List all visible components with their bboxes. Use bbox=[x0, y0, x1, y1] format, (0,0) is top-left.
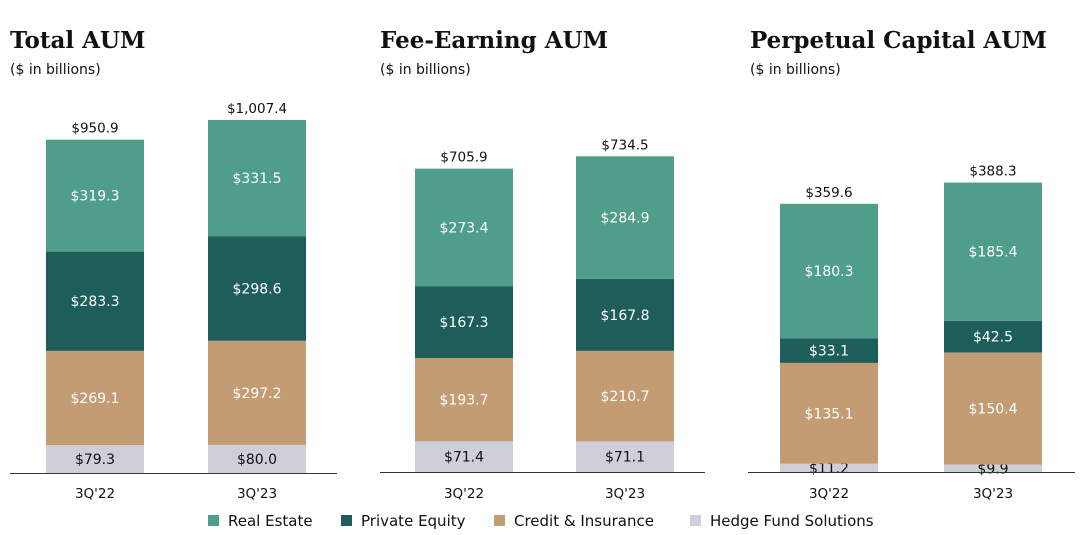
bar-segment-private-equity bbox=[46, 251, 144, 351]
chart-subtitle: ($ in billions) bbox=[750, 62, 841, 78]
bar-segment-hedge-fund-solutions bbox=[944, 464, 1042, 472]
data-label: $185.4 bbox=[969, 245, 1018, 261]
bar-segment-private-equity bbox=[208, 236, 306, 341]
chart-fee-earning-aum: Fee-Earning AUM ($ in billions) $71.4 $193.… bbox=[380, 27, 705, 502]
bar-segment-hedge-fund-solutions bbox=[780, 463, 878, 472]
chart-perpetual-capital-aum: Perpetual Capital AUM($ in billions)$11.… bbox=[748, 27, 1075, 502]
legend-swatch-private-equity bbox=[341, 515, 352, 526]
x-tick-label: 3Q'22 bbox=[444, 486, 484, 502]
bar-segment-credit-insurance bbox=[944, 352, 1042, 465]
data-label: $331.5 bbox=[233, 171, 282, 187]
total-label: $734.5 bbox=[601, 137, 648, 153]
total-label: $388.3 bbox=[969, 163, 1016, 179]
data-label: $33.1 bbox=[809, 344, 849, 360]
data-label: $71.4 bbox=[444, 450, 484, 466]
x-tick-label: 3Q'23 bbox=[605, 486, 645, 502]
data-label: $150.4 bbox=[969, 402, 1018, 418]
data-label: $210.7 bbox=[601, 389, 650, 405]
bar-segment-real-estate bbox=[944, 182, 1042, 321]
data-label: $167.3 bbox=[440, 315, 489, 331]
data-label: $193.7 bbox=[440, 393, 489, 409]
data-label: $135.1 bbox=[805, 406, 854, 422]
bar-segment-credit-insurance bbox=[576, 350, 674, 442]
bar-segment-real-estate bbox=[780, 203, 878, 339]
bar-segment-real-estate bbox=[46, 139, 144, 252]
legend-label: Credit & Insurance bbox=[514, 512, 654, 530]
chart-total-aum: Total AUM ($ in billions) $79.3 $269.1 $283.… bbox=[10, 27, 337, 502]
data-label: $42.5 bbox=[973, 330, 1013, 346]
bar-segment-credit-insurance bbox=[780, 362, 878, 464]
data-label: $180.3 bbox=[805, 264, 854, 280]
x-tick-label: 3Q'22 bbox=[809, 486, 849, 502]
bar-segment-private-equity bbox=[944, 320, 1042, 353]
data-label: $298.6 bbox=[233, 281, 282, 297]
x-tick-label: 3Q'22 bbox=[75, 486, 115, 502]
bar-segment-private-equity bbox=[576, 278, 674, 351]
bar-segment-hedge-fund-solutions bbox=[576, 441, 674, 472]
legend-swatch-hedge-fund-solutions bbox=[690, 515, 701, 526]
data-label: $9.9 bbox=[977, 461, 1008, 477]
bar-segment-hedge-fund-solutions bbox=[415, 441, 513, 472]
x-tick-label: 3Q'23 bbox=[973, 486, 1013, 502]
bar-segment-real-estate bbox=[576, 156, 674, 279]
x-tick-label: 3Q'23 bbox=[237, 486, 277, 502]
data-label: $283.3 bbox=[71, 294, 120, 310]
data-label: $319.3 bbox=[71, 189, 120, 205]
chart-subtitle: ($ in billions) bbox=[380, 62, 471, 78]
data-label: $79.3 bbox=[75, 452, 115, 468]
bar-segment-real-estate bbox=[415, 168, 513, 287]
bar-segment-private-equity bbox=[780, 338, 878, 363]
bar-segment-credit-insurance bbox=[208, 340, 306, 445]
legend-swatch-real-estate bbox=[208, 515, 219, 526]
bar-segment-credit-insurance bbox=[415, 358, 513, 442]
data-label: $80.0 bbox=[237, 452, 277, 468]
legend: Real Estate Private Equity Credit & Insura… bbox=[208, 512, 874, 530]
chart-title: Fee-Earning AUM bbox=[380, 27, 608, 54]
bar-segment-credit-insurance bbox=[46, 350, 144, 446]
data-label: $71.1 bbox=[605, 450, 645, 466]
data-label: $273.4 bbox=[440, 220, 489, 236]
total-label: $1,007.4 bbox=[227, 101, 287, 117]
chart-subtitle: ($ in billions) bbox=[10, 62, 101, 78]
legend-label: Hedge Fund Solutions bbox=[710, 512, 874, 530]
bar-segment-real-estate bbox=[208, 119, 306, 237]
data-label: $297.2 bbox=[233, 386, 282, 402]
total-label: $950.9 bbox=[71, 121, 118, 137]
legend-label: Private Equity bbox=[361, 512, 466, 530]
legend-label: Real Estate bbox=[228, 512, 313, 530]
data-label: $167.8 bbox=[601, 308, 650, 324]
legend-swatch-credit-insurance bbox=[494, 515, 505, 526]
bar-segment-hedge-fund-solutions bbox=[46, 445, 144, 473]
chart-title: Perpetual Capital AUM bbox=[750, 27, 1047, 54]
total-label: $705.9 bbox=[440, 150, 487, 166]
chart-title: Total AUM bbox=[10, 27, 145, 54]
total-label: $359.6 bbox=[805, 185, 852, 201]
data-label: $269.1 bbox=[71, 391, 120, 407]
bar-segment-hedge-fund-solutions bbox=[208, 444, 306, 473]
bar-segment-private-equity bbox=[415, 286, 513, 359]
data-label: $284.9 bbox=[601, 211, 650, 227]
